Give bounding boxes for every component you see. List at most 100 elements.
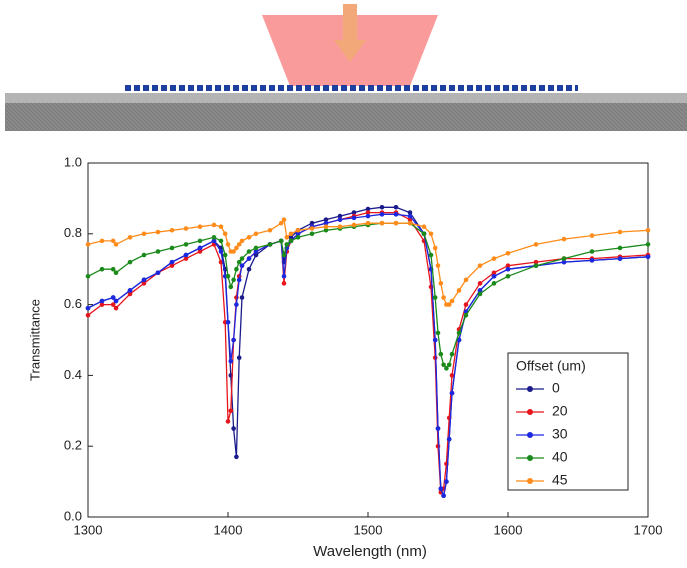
y-tick-label: 1.0 xyxy=(64,154,82,169)
data-point xyxy=(113,305,119,311)
data-point xyxy=(113,298,119,304)
data-point xyxy=(449,390,455,396)
data-point xyxy=(99,266,105,272)
y-tick-label: 0.0 xyxy=(64,508,82,523)
data-point xyxy=(236,242,242,247)
data-point xyxy=(288,231,294,237)
data-point xyxy=(234,302,239,307)
data-point xyxy=(491,256,497,261)
data-point xyxy=(231,337,236,343)
legend-label: 45 xyxy=(552,472,568,488)
data-point xyxy=(281,281,287,286)
data-point xyxy=(449,351,455,357)
data-point xyxy=(169,245,175,251)
data-point xyxy=(231,277,236,283)
data-point xyxy=(169,227,175,233)
data-point xyxy=(393,220,399,226)
data-point xyxy=(441,493,446,499)
x-tick-label: 1700 xyxy=(634,522,663,537)
data-point xyxy=(432,295,438,300)
data-point xyxy=(295,227,301,233)
data-point xyxy=(267,227,273,233)
data-point xyxy=(463,312,469,318)
data-point xyxy=(155,249,161,254)
data-point xyxy=(491,281,497,286)
data-point xyxy=(278,238,284,244)
data-point xyxy=(491,273,497,279)
legend-label: 0 xyxy=(552,380,560,396)
data-point xyxy=(365,210,371,215)
data-point xyxy=(110,266,116,272)
data-point xyxy=(234,266,239,272)
data-point xyxy=(428,231,434,237)
x-axis-label: Wavelength (nm) xyxy=(313,543,427,560)
data-point xyxy=(239,238,245,244)
data-point xyxy=(477,288,483,293)
data-point xyxy=(234,245,239,251)
data-point xyxy=(197,249,203,254)
data-point xyxy=(239,256,245,261)
data-point xyxy=(589,249,595,254)
data-point xyxy=(183,256,189,261)
data-point xyxy=(421,231,427,237)
series xyxy=(85,220,651,371)
data-point xyxy=(218,238,224,244)
data-point xyxy=(393,212,399,217)
data-point xyxy=(645,254,651,260)
data-point xyxy=(407,220,413,226)
data-point xyxy=(231,249,236,254)
data-point xyxy=(463,302,469,307)
data-point xyxy=(253,249,259,254)
data-point xyxy=(617,229,623,235)
data-point xyxy=(449,298,455,304)
legend: Offset (um) 0 20 30 40 45 xyxy=(507,352,629,491)
data-point xyxy=(379,212,385,217)
data-point xyxy=(127,291,133,297)
data-point xyxy=(446,436,452,442)
data-point xyxy=(351,222,357,228)
data-point xyxy=(246,256,252,261)
data-point xyxy=(421,224,427,230)
data-point xyxy=(211,235,217,240)
data-point xyxy=(110,295,116,300)
data-point xyxy=(155,229,161,235)
data-point xyxy=(456,330,462,336)
data-point xyxy=(197,224,203,230)
data-point xyxy=(113,242,119,247)
data-point xyxy=(236,277,242,283)
data-point xyxy=(141,252,147,258)
data-point xyxy=(141,231,147,237)
y-tick-label: 0.4 xyxy=(64,367,82,382)
data-point xyxy=(85,312,91,318)
data-point xyxy=(218,249,224,254)
data-point xyxy=(533,263,539,268)
data-point xyxy=(407,210,413,215)
y-tick-label: 0.6 xyxy=(64,296,82,311)
data-point xyxy=(183,226,189,231)
data-point xyxy=(456,337,462,343)
data-point xyxy=(225,273,231,279)
layer xyxy=(5,93,687,103)
data-point xyxy=(169,263,175,268)
data-point xyxy=(456,288,462,293)
data-point xyxy=(222,231,228,237)
data-point xyxy=(211,222,217,228)
legend-label: 30 xyxy=(552,426,568,442)
data-point xyxy=(236,259,242,265)
data-point xyxy=(284,242,290,247)
data-point xyxy=(438,281,444,286)
legend-title: Offset (um) xyxy=(516,358,586,374)
data-point xyxy=(393,204,399,210)
data-point xyxy=(284,235,290,240)
data-point xyxy=(253,252,259,258)
data-point xyxy=(365,206,371,212)
data-point xyxy=(505,273,511,279)
data-point xyxy=(351,215,357,221)
data-point xyxy=(281,252,287,258)
data-point xyxy=(432,337,438,343)
data-point xyxy=(561,236,567,242)
data-point xyxy=(379,204,385,210)
data-point xyxy=(225,419,231,424)
data-point xyxy=(505,263,511,268)
